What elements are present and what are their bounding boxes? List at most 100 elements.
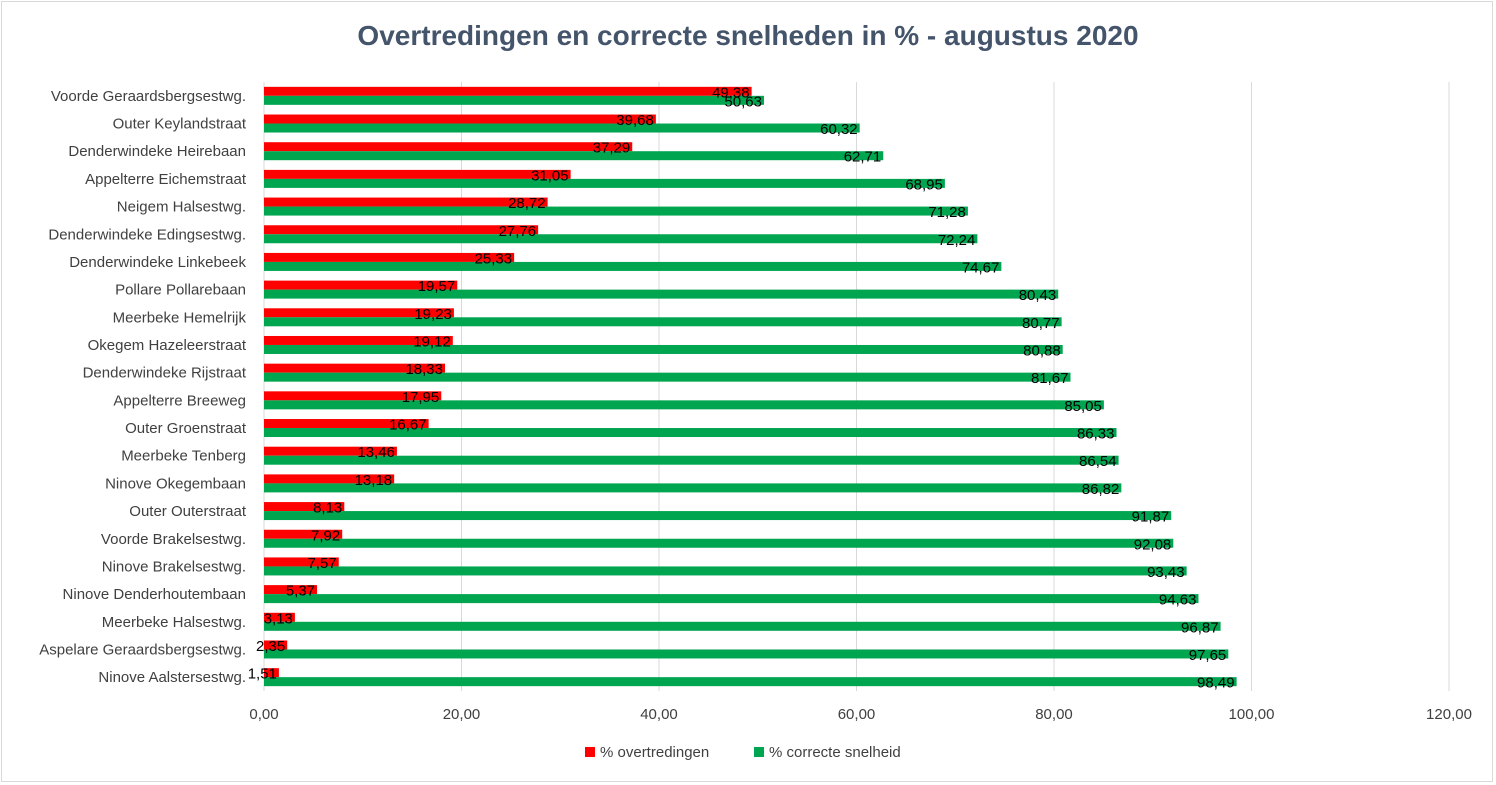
data-label: 91,87 <box>1132 509 1170 526</box>
category-label: Outer Keylandstraat <box>113 116 247 133</box>
category-label: Denderwindeke Edingsestwg. <box>48 226 246 243</box>
category-label: Neigem Halsestwg. <box>117 199 246 216</box>
data-label: 19,12 <box>413 333 451 350</box>
legend-label-overtredingen: % overtredingen <box>600 744 709 761</box>
category-label: Outer Groenstraat <box>125 420 247 437</box>
category-label: Ninove Okegembaan <box>105 475 246 492</box>
data-label: 28,72 <box>508 195 546 212</box>
data-label: 1,51 <box>248 666 277 683</box>
data-label: 39,68 <box>616 112 654 129</box>
bar-correcte-snelheid <box>264 234 978 244</box>
x-tick-label: 100,00 <box>1229 706 1275 723</box>
category-label: Appelterre Eichemstraat <box>85 171 247 188</box>
category-label: Ninove Denderhoutembaan <box>63 586 246 603</box>
bar-correcte-snelheid <box>264 538 1174 548</box>
data-label: 7,92 <box>311 527 340 544</box>
bar-correcte-snelheid <box>264 649 1229 659</box>
x-tick-label: 120,00 <box>1426 706 1472 723</box>
bar-correcte-snelheid <box>264 594 1199 604</box>
chart-title: Overtredingen en correcte snelheden in %… <box>357 20 1139 51</box>
bar-overtredingen <box>264 86 752 96</box>
bar-overtredingen <box>264 252 515 262</box>
data-label: 96,87 <box>1181 619 1219 636</box>
data-label: 2,35 <box>256 638 285 655</box>
legend: % overtredingen % correcte snelheid <box>585 744 901 761</box>
data-label: 7,57 <box>308 555 337 572</box>
bar-overtredingen <box>264 640 288 650</box>
x-tick-label: 20,00 <box>443 706 481 723</box>
bar-overtredingen <box>264 474 395 484</box>
data-label: 92,08 <box>1134 536 1172 553</box>
data-label: 71,28 <box>928 204 966 221</box>
bar-overtredingen <box>264 197 548 207</box>
bar-correcte-snelheid <box>264 400 1104 410</box>
data-label: 74,67 <box>962 259 1000 276</box>
data-label: 94,63 <box>1159 592 1197 609</box>
category-label: Okegem Hazeleerstraat <box>88 337 247 354</box>
bar-correcte-snelheid <box>264 95 764 105</box>
category-label: Aspelare Geraardsbergsestwg. <box>39 641 246 658</box>
data-label: 62,71 <box>844 149 882 166</box>
bar-correcte-snelheid <box>264 206 968 216</box>
bar-overtredingen <box>264 668 279 678</box>
category-labels: Voorde Geraardsbergsestwg. Outer Keylands… <box>39 88 247 686</box>
legend-swatch-overtredingen <box>585 747 595 757</box>
category-label: Appelterre Breeweg <box>113 392 246 409</box>
data-label: 86,54 <box>1079 453 1117 470</box>
data-label: 13,18 <box>355 472 393 489</box>
bar-correcte-snelheid <box>264 317 1062 327</box>
x-tick-label: 60,00 <box>838 706 876 723</box>
category-label: Voorde Geraardsbergsestwg. <box>51 88 246 105</box>
data-label: 18,33 <box>405 361 443 378</box>
bar-overtredingen <box>264 142 633 152</box>
category-label: Meerbeke Hemelrijk <box>113 309 247 326</box>
bar-overtredingen <box>264 585 318 595</box>
data-label: 37,29 <box>593 140 631 157</box>
bar-correcte-snelheid <box>264 289 1059 299</box>
bar-overtredingen <box>264 169 571 179</box>
data-label: 50,63 <box>724 93 762 110</box>
bar-overtredingen <box>264 335 453 345</box>
bar-overtredingen <box>264 391 442 401</box>
legend-label-correcte-snelheid: % correcte snelheid <box>769 744 901 761</box>
x-tick-labels: 0,00 20,00 40,00 60,00 80,00 100,00 120,00 <box>249 706 1472 723</box>
bar-overtredingen <box>264 446 397 456</box>
category-label: Outer Outerstraat <box>129 503 247 520</box>
bar-correcte-snelheid <box>264 344 1063 354</box>
data-label: 3,13 <box>264 610 293 627</box>
bar-correcte-snelheid <box>264 372 1071 382</box>
legend-swatch-correcte-snelheid <box>754 747 764 757</box>
bar-correcte-snelheid <box>264 511 1172 521</box>
bar-correcte-snelheid <box>264 566 1187 576</box>
bar-overtredingen <box>264 612 295 622</box>
data-label: 49,38 <box>712 84 750 101</box>
data-label: 97,65 <box>1189 647 1227 664</box>
x-tick-label: 0,00 <box>249 706 278 723</box>
data-label: 27,76 <box>499 223 537 240</box>
bar-correcte-snelheid <box>264 483 1122 493</box>
category-label: Denderwindeke Rijstraat <box>83 365 247 382</box>
bar-overtredingen <box>264 225 539 235</box>
bar-correcte-snelheid <box>264 455 1119 465</box>
data-label: 98,49 <box>1197 675 1235 692</box>
bar-overtredingen <box>264 502 345 512</box>
data-label: 85,05 <box>1064 398 1102 415</box>
data-label: 19,57 <box>418 278 456 295</box>
bar-overtredingen <box>264 308 454 318</box>
bar-correcte-snelheid <box>264 261 1002 271</box>
data-label: 80,77 <box>1022 315 1060 332</box>
bar-overtredingen <box>264 419 429 429</box>
bar-overtredingen <box>264 363 446 373</box>
data-label: 86,33 <box>1077 426 1115 443</box>
category-label: Meerbeke Tenberg <box>121 448 246 465</box>
bar-correcte-snelheid <box>264 178 945 188</box>
bar-overtredingen <box>264 280 458 290</box>
bar-overtredingen <box>264 114 656 124</box>
data-label: 8,13 <box>313 500 342 517</box>
bar-overtredingen <box>264 557 339 567</box>
data-label: 25,33 <box>475 250 513 267</box>
data-label: 80,88 <box>1023 342 1061 359</box>
data-label: 72,24 <box>938 232 976 249</box>
